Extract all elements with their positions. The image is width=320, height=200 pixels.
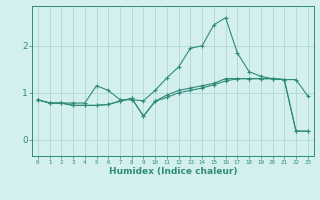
X-axis label: Humidex (Indice chaleur): Humidex (Indice chaleur)	[108, 167, 237, 176]
